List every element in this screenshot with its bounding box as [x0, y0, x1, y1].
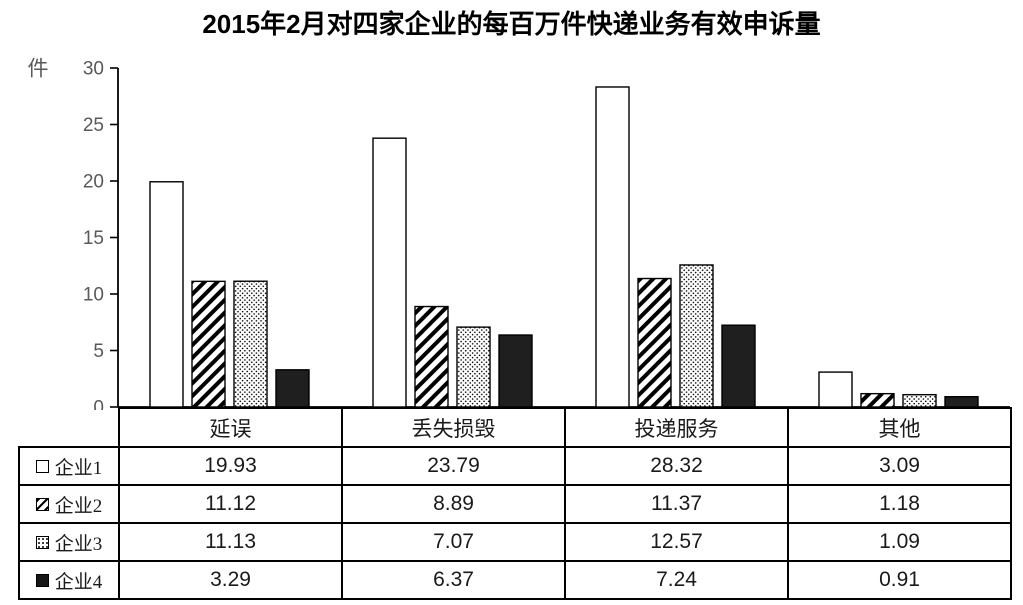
bar-企业1-其他 [818, 371, 853, 408]
value-cell: 11.13 [118, 522, 343, 562]
y-tick-label: 10 [83, 285, 104, 306]
chart-title: 2015年2月对四家企业的每百万件快递业务有效申诉量 [202, 9, 821, 39]
value-cell: 8.89 [341, 484, 566, 524]
y-tick-label: 0 [93, 398, 104, 410]
bar-企业2-延误 [191, 280, 226, 408]
bar-企业2-丢失损毁 [414, 305, 449, 408]
bar-企业3-丢失损毁 [456, 326, 491, 408]
category-header: 其他 [787, 407, 1012, 448]
y-axis-unit-label: 件 [28, 56, 49, 80]
legend-cell: 企业3 [18, 522, 120, 562]
legend-cell: 企业1 [18, 446, 120, 486]
y-tick-label: 20 [83, 172, 104, 193]
y-tick-label: 15 [83, 228, 104, 249]
bar-企业4-投递服务 [721, 324, 756, 408]
bar-企业2-投递服务 [637, 277, 672, 408]
bar-企业1-丢失损毁 [372, 137, 407, 408]
value-cell: 6.37 [341, 560, 566, 600]
series-1-swatch-icon [35, 459, 49, 473]
bar-企业1-投递服务 [595, 86, 630, 408]
y-tick-label: 30 [83, 59, 104, 80]
bar-企业1-延误 [149, 181, 184, 408]
value-cell: 1.18 [787, 484, 1012, 524]
value-cell: 12.57 [564, 522, 789, 562]
value-cell: 19.93 [118, 446, 343, 486]
category-header: 投递服务 [564, 407, 789, 448]
value-cell: 11.12 [118, 484, 343, 524]
bar-企业4-延误 [275, 369, 310, 408]
legend-label: 企业4 [54, 571, 103, 593]
legend-cell: 企业4 [18, 560, 120, 600]
legend-cell: 企业2 [18, 484, 120, 524]
series-4-swatch-icon [35, 573, 49, 587]
value-cell: 28.32 [564, 446, 789, 486]
table-corner-cell [19, 408, 120, 448]
table-row: 企业3 11.13 7.07 12.57 1.09 [18, 522, 1012, 562]
value-cell: 7.07 [341, 522, 566, 562]
value-cell: 3.09 [787, 446, 1012, 486]
legend-label: 企业3 [54, 533, 103, 555]
bar-企业3-其他 [902, 393, 937, 408]
value-cell: 11.37 [564, 484, 789, 524]
data-table: 延误 丢失损毁 投递服务 其他 企业1 19.93 23.79 28.32 3.… [18, 407, 1012, 600]
y-tick-label: 5 [93, 341, 104, 362]
table-row: 企业4 3.29 6.37 7.24 0.91 [18, 560, 1012, 600]
category-header-row: 延误 丢失损毁 投递服务 其他 [19, 407, 1012, 448]
value-cell: 7.24 [564, 560, 789, 600]
legend-label: 企业2 [54, 495, 103, 517]
value-cell: 1.09 [787, 522, 1012, 562]
bar-企业4-其他 [944, 396, 979, 408]
bar-企业3-延误 [233, 280, 268, 408]
bar-chart-plot: 0 5 10 15 20 25 30 件 [28, 56, 1010, 410]
bar-企业2-其他 [860, 392, 895, 408]
category-header: 丢失损毁 [341, 407, 566, 448]
value-cell: 3.29 [118, 560, 343, 600]
y-tick-label: 25 [83, 115, 104, 136]
table-row: 企业1 19.93 23.79 28.32 3.09 [18, 446, 1012, 486]
series-2-swatch-icon [35, 497, 49, 511]
bar-企业3-投递服务 [679, 264, 714, 408]
table-row: 企业2 11.12 8.89 11.37 1.18 [18, 484, 1012, 524]
series-3-swatch-icon [35, 535, 49, 549]
legend-label: 企业1 [54, 457, 103, 479]
value-cell: 0.91 [787, 560, 1012, 600]
value-cell: 23.79 [341, 446, 566, 486]
category-header: 延误 [118, 407, 343, 448]
bar-企业4-丢失损毁 [498, 334, 533, 408]
